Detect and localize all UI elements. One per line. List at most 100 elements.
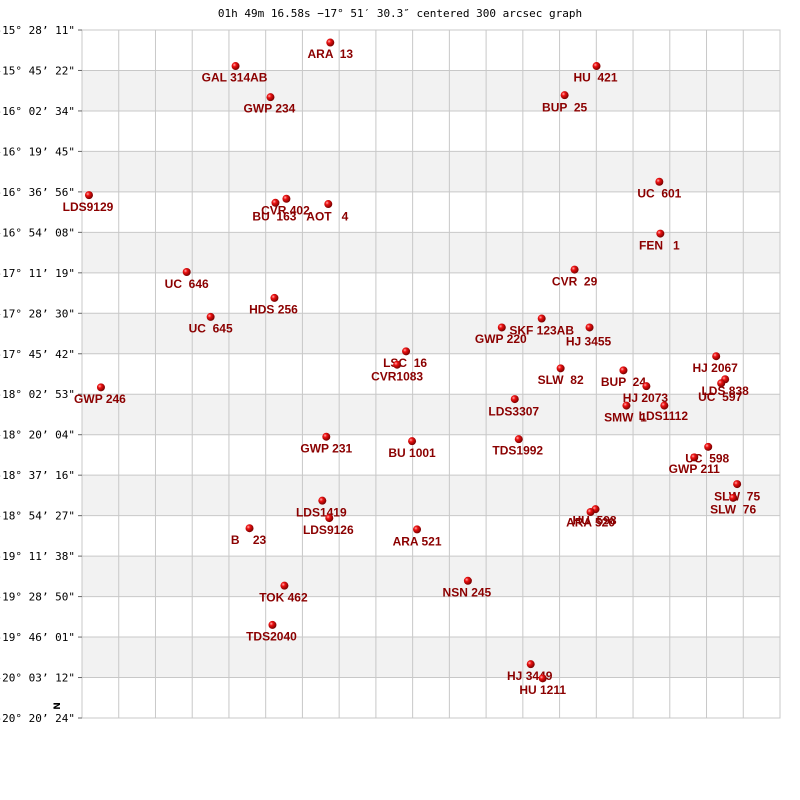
star-labels: ARA 13 GAL 314AB HU 421 GWP 234 BUP 25 UC 601… (63, 47, 761, 697)
star-label: B 23 (231, 533, 267, 547)
y-tick-label: -19° 11’ 38" (0, 550, 75, 563)
star-label: GWP 220 (475, 332, 527, 346)
star-label: HU 421 (574, 70, 618, 84)
star-point (413, 525, 422, 534)
horizontal-gridlines (82, 29, 780, 719)
star-point (510, 395, 519, 404)
star-label: HJ 2073 (623, 391, 669, 405)
star-point (231, 62, 240, 71)
band-row (82, 394, 780, 435)
star-point (537, 314, 546, 323)
star-label: CVR 29 (552, 274, 598, 288)
star-point (560, 91, 569, 100)
star-point (408, 437, 417, 446)
plot-bands (82, 70, 780, 678)
star-label: TDS1992 (492, 444, 543, 458)
star-label: SLW 82 (538, 373, 584, 387)
star-label: UC 601 (637, 187, 681, 201)
y-axis-ticks: -15° 28’ 11" -15° 45’ 22" -16° 02’ 34" -16°… (0, 24, 82, 725)
star-point (96, 383, 105, 392)
band-row (82, 475, 780, 516)
star-point (84, 191, 93, 200)
star-point (268, 620, 277, 629)
star-label: SLW 76 (710, 503, 756, 517)
star-point (704, 442, 713, 451)
star-label: UC 645 (189, 322, 233, 336)
star-point (619, 366, 628, 375)
star-point (656, 229, 665, 238)
vertical-gridlines (118, 30, 744, 718)
y-tick-label: -16° 02’ 34" (0, 105, 75, 118)
y-tick-label: -19° 28’ 50" (0, 591, 75, 604)
star-point (270, 293, 279, 302)
star-label: ARA 13 (307, 47, 353, 61)
y-tick-label: -20° 03’ 12" (0, 672, 75, 685)
y-tick-label: -17° 11’ 19" (0, 267, 75, 280)
chart-title: 01h 49m 16.58s −17° 51′ 30.3″ centered 3… (218, 7, 582, 20)
band-row (82, 637, 780, 678)
band-row (82, 556, 780, 597)
star-point (660, 401, 669, 410)
star-label: BUP 25 (542, 100, 587, 114)
y-tick-label: -16° 54’ 08" (0, 226, 75, 239)
star-label: FEN 1 (639, 238, 680, 252)
star-point (325, 514, 334, 523)
star-point (586, 508, 595, 517)
y-tick-label: -18° 37’ 16" (0, 469, 75, 482)
plot-frame (81, 29, 781, 719)
star-label: ARA 520 (566, 516, 615, 530)
star-label: GWP 246 (74, 392, 126, 406)
star-label: CVR 402 (261, 204, 310, 218)
y-tick-label: -18° 54’ 27" (0, 510, 75, 523)
star-label: HU 598 (573, 514, 617, 528)
star-label: HU 1211 (519, 683, 566, 697)
star-point (280, 581, 289, 590)
y-tick-label: -19° 46’ 01" (0, 631, 75, 644)
star-point (497, 323, 506, 332)
star-point (655, 177, 664, 186)
star-label: NSN 245 (443, 586, 492, 600)
star-point (282, 194, 291, 203)
star-point (712, 352, 721, 361)
star-label: GWP 231 (300, 442, 352, 456)
star-label: BU 1001 (388, 446, 436, 460)
star-label: SLW 75 (714, 489, 760, 503)
star-label: HJ 2067 (692, 361, 738, 375)
star-label: HJ 3455 (566, 334, 612, 348)
star-point (402, 347, 411, 356)
star-label: BU 163 (252, 210, 296, 224)
star-label: SMW 1 (604, 410, 647, 424)
band-row (82, 232, 780, 273)
star-point (733, 480, 742, 489)
star-label: GWP 211 (669, 462, 720, 476)
star-label: UC 646 (165, 277, 209, 291)
y-tick-label: -18° 02’ 53" (0, 388, 75, 401)
star-label: ARA 521 (393, 535, 442, 549)
star-label: LDS 838 (701, 384, 749, 398)
y-tick-label: -15° 45’ 22" (0, 64, 75, 77)
star-label: GAL 314AB (202, 70, 268, 84)
y-tick-label: -17° 45’ 42" (0, 348, 75, 361)
y-tick-label: -20° 20’ 24" (0, 712, 75, 725)
star-point (570, 265, 579, 274)
y-tick-label: -17° 28’ 30" (0, 307, 75, 320)
star-point (717, 379, 726, 388)
star-point (592, 62, 601, 71)
star-label: LDS1112 (639, 409, 689, 423)
star-label: BUP 24 (601, 375, 646, 389)
star-point (729, 493, 738, 502)
star-point (690, 453, 699, 462)
star-label: TOK 462 (259, 590, 308, 604)
band-row (82, 151, 780, 192)
star-point (642, 382, 651, 391)
star-label: SKF 123AB (509, 323, 574, 337)
north-axis-label: N (53, 702, 63, 710)
band-row (82, 70, 780, 111)
star-label: AOT 4 (306, 210, 348, 224)
star-point (463, 576, 472, 585)
y-tick-label: -16° 19’ 45" (0, 145, 75, 158)
star-point (538, 674, 547, 683)
star-point (514, 435, 523, 444)
star-point (393, 360, 402, 369)
